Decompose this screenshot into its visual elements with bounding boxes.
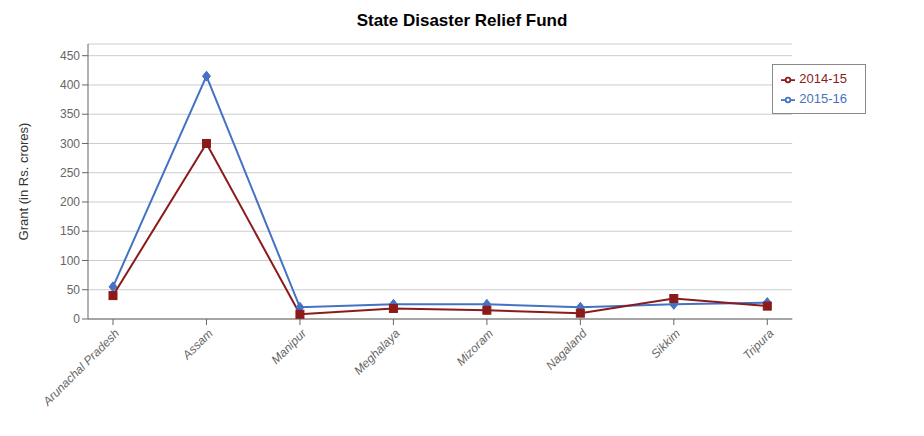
svg-text:400: 400 <box>60 78 80 92</box>
svg-text:Mizoram: Mizoram <box>454 326 496 368</box>
svg-text:Sikkim: Sikkim <box>648 326 683 361</box>
svg-text:Assam: Assam <box>179 326 216 363</box>
svg-text:350: 350 <box>60 107 80 121</box>
svg-text:Arunachal Pradesh: Arunachal Pradesh <box>39 326 122 409</box>
svg-text:Manipur: Manipur <box>269 326 310 367</box>
svg-text:0: 0 <box>73 312 80 326</box>
svg-text:Grant (in Rs. crores): Grant (in Rs. crores) <box>16 123 31 241</box>
svg-text:250: 250 <box>60 166 80 180</box>
svg-text:Nagaland: Nagaland <box>543 326 589 372</box>
svg-text:300: 300 <box>60 137 80 151</box>
svg-text:150: 150 <box>60 224 80 238</box>
svg-text:450: 450 <box>60 49 80 63</box>
html-text:State Disaster Relief Fund: State Disaster Relief Fund <box>356 11 568 30</box>
html-text:2014-15: 2014-15 <box>799 71 847 86</box>
svg-text:200: 200 <box>60 195 80 209</box>
svg-text:Meghalaya: Meghalaya <box>351 326 403 378</box>
html-text:2015-16: 2015-16 <box>799 91 847 106</box>
svg-text:100: 100 <box>60 254 80 268</box>
svg-text:Tripura: Tripura <box>740 326 776 362</box>
svg-text:50: 50 <box>67 283 81 297</box>
